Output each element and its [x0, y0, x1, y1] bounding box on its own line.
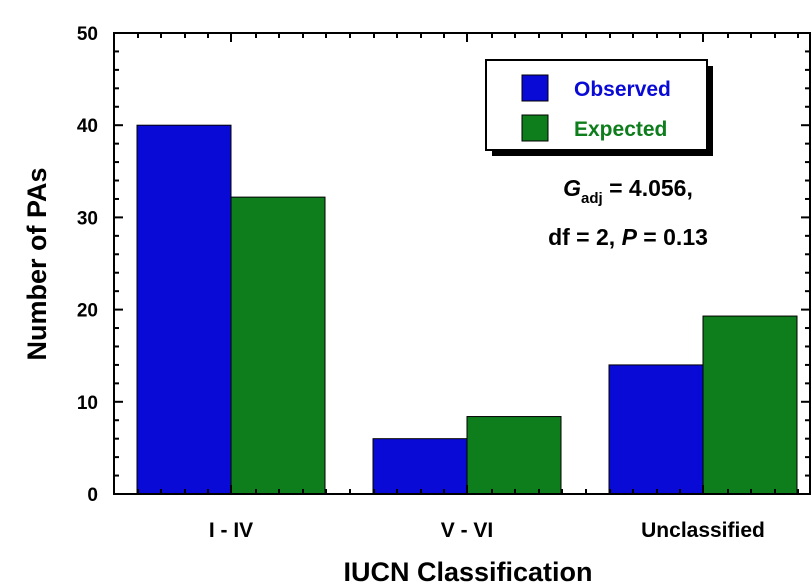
y-tick-label-50: 50 [77, 24, 98, 45]
y-tick-label-20: 20 [77, 301, 98, 322]
x-tick-label-v-vi: V - VI [441, 519, 494, 542]
stat-g-subscript: adj [581, 190, 603, 207]
stat-df: df = 2, [548, 224, 622, 250]
stat-line-2: df = 2, P = 0.13 [548, 224, 708, 250]
bar-observed-v-vi [372, 438, 468, 495]
y-axis-title: Number of PAs [22, 167, 52, 360]
plot-frame [113, 32, 811, 495]
stat-p-value: = 0.13 [637, 224, 708, 250]
legend-label-observed: Observed [574, 78, 671, 101]
x-axis-title: IUCN Classification [343, 557, 592, 587]
bar-observed-unclassified [608, 364, 704, 495]
legend: Observed Expected [485, 59, 713, 156]
bar-expected-v-vi [466, 416, 562, 495]
stat-g-symbol: G [563, 175, 581, 201]
x-tick-label-i-iv: I - IV [209, 519, 253, 542]
stat-g-value: = 4.056, [603, 175, 693, 201]
bar-expected-i-iv [230, 196, 326, 495]
legend-swatch-observed [521, 74, 549, 102]
stat-p-symbol: P [622, 224, 638, 250]
bar-observed-i-iv [136, 124, 232, 495]
legend-label-expected: Expected [574, 118, 667, 141]
y-tick-label-10: 10 [77, 393, 98, 414]
y-tick-label-0: 0 [87, 485, 98, 506]
x-tick-label-unclassified: Unclassified [641, 519, 765, 542]
y-tick-label-40: 40 [77, 116, 98, 137]
stat-annotation: Gadj = 4.056, df = 2, P = 0.13 [548, 175, 708, 250]
axes-group: I - IV V - VI Unclassified 0 10 20 30 40 50 [77, 24, 811, 542]
y-tick-label-30: 30 [77, 208, 98, 229]
stat-line-1: Gadj = 4.056, [563, 175, 693, 207]
bars-group [136, 124, 798, 495]
legend-swatch-expected [521, 114, 549, 142]
bar-expected-unclassified [702, 315, 798, 495]
